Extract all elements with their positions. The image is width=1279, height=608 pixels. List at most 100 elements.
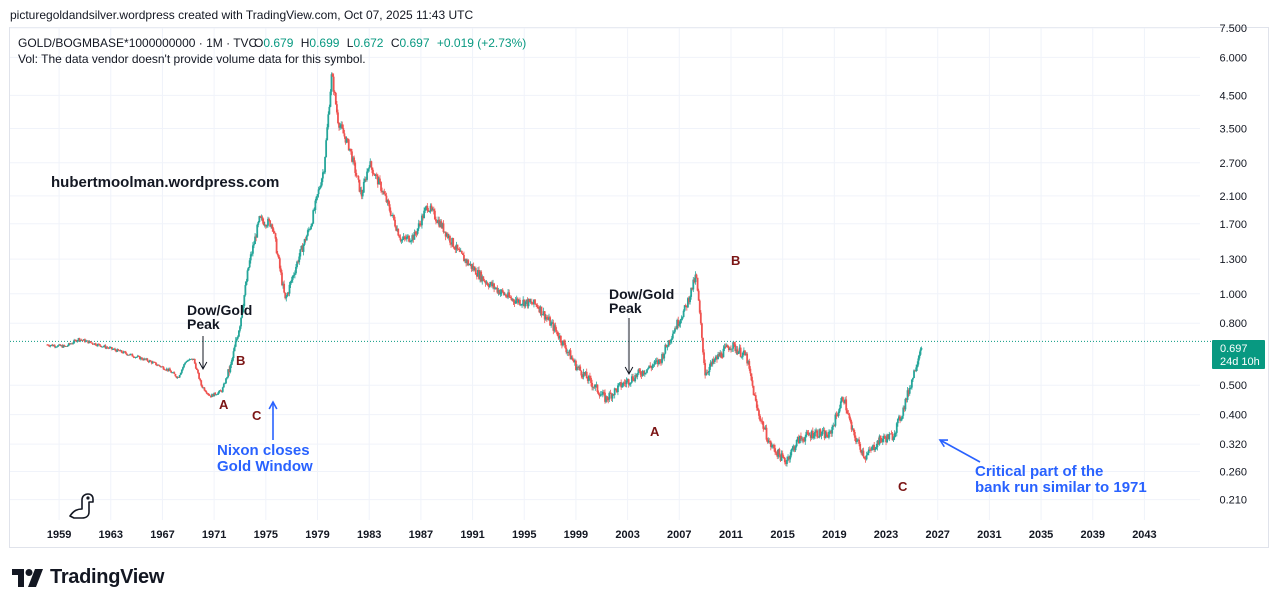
candle-body (261, 217, 264, 222)
candle-body (856, 440, 858, 442)
candle-body (484, 281, 487, 284)
candle-body (156, 365, 158, 366)
candle-body (891, 433, 894, 441)
candle-body (498, 289, 501, 295)
candle-body (651, 365, 654, 369)
candle-body (310, 226, 312, 230)
candle-body (607, 399, 610, 401)
candle-body (810, 430, 813, 438)
svg-text:Dow/Gold: Dow/Gold (609, 286, 674, 302)
candle-body (281, 272, 283, 286)
candle-body (547, 318, 549, 320)
candle-body (90, 342, 93, 344)
candle-body (550, 322, 553, 326)
time-axis[interactable]: 1959 1963 1967 1971 1975 1979 1983 1987 1991 1995… (47, 529, 1157, 541)
candle-body (749, 368, 752, 374)
candle-body (423, 210, 426, 219)
candle-body (717, 354, 719, 360)
candle-series[interactable] (46, 72, 923, 467)
candle-body (252, 245, 254, 254)
candle-body (636, 373, 639, 377)
price-axis[interactable]: 7.500 6.000 4.500 3.500 2.700 2.100 1.700 1.300… (1219, 23, 1247, 507)
candle-body (554, 325, 557, 330)
candle-body (166, 368, 169, 371)
svg-text:Peak: Peak (609, 300, 642, 316)
candle-body (235, 338, 238, 341)
candle-body (797, 436, 800, 444)
last-price-tag: 0.697 24d 10h (1212, 340, 1265, 369)
candle-body (208, 395, 211, 397)
candle-body (177, 377, 180, 378)
candle-body (760, 420, 763, 422)
candle-body (601, 392, 604, 395)
candle-body (126, 353, 128, 356)
candle-body (352, 157, 354, 162)
candle-body (394, 219, 396, 227)
candle-body (76, 340, 79, 342)
candle-body (890, 433, 893, 435)
candle-body (210, 396, 212, 398)
candle-body (637, 369, 640, 374)
candle-body (149, 360, 152, 362)
candle-body (820, 434, 823, 436)
candle-body (46, 344, 49, 346)
x-tick-label: 1983 (357, 529, 381, 541)
x-tick-label: 1959 (47, 529, 71, 541)
candle-body (217, 392, 220, 395)
candle-body (248, 260, 251, 268)
candle-body (436, 221, 438, 223)
candle-body (523, 299, 526, 307)
candle-body (626, 379, 629, 381)
candle-body (493, 283, 495, 289)
candle-body (701, 323, 703, 338)
candle-body (872, 444, 875, 447)
x-tick-label: 1991 (460, 529, 484, 541)
candle-body (362, 181, 365, 193)
candle-body (918, 354, 921, 359)
candle-body (783, 457, 786, 463)
candle-body (164, 369, 167, 371)
candle-body (112, 349, 114, 350)
candle-body (861, 450, 864, 454)
candle-body (775, 452, 778, 454)
candle-body (366, 171, 368, 180)
candle-body (60, 345, 63, 347)
candle-body (622, 382, 625, 386)
y-tick-label: 1.700 (1219, 219, 1247, 231)
candle-body (655, 360, 658, 362)
candle-body (134, 357, 137, 358)
candle-body (713, 359, 716, 362)
candle-body (453, 246, 456, 249)
candle-body (590, 377, 592, 383)
candle-body (230, 361, 233, 366)
candle-body (457, 249, 460, 250)
candle-body (280, 268, 282, 273)
candle-body (893, 433, 896, 438)
candle-body (471, 265, 474, 269)
candle-body (137, 356, 140, 357)
candle-body (773, 444, 775, 449)
candle-body (645, 372, 647, 374)
candle-body (343, 133, 346, 137)
candle-body (693, 279, 696, 283)
candle-body (627, 379, 630, 385)
candle-body (793, 446, 796, 451)
candle-body (755, 400, 758, 408)
candle-body (552, 322, 555, 331)
candle-body (468, 264, 471, 266)
candle-body (162, 366, 165, 370)
candle-body (148, 360, 151, 363)
candle-body (535, 304, 537, 305)
candle-body (95, 345, 98, 347)
x-tick-label: 2039 (1081, 529, 1105, 541)
candle-body (639, 371, 642, 375)
tradingview-logo[interactable]: TradingView (12, 566, 164, 589)
candle-body (416, 228, 419, 234)
candle-body (262, 221, 265, 225)
candle-body (309, 229, 311, 230)
tradingview-logo-text: TradingView (50, 566, 165, 588)
candle-body (886, 434, 889, 443)
candle-body (431, 209, 434, 211)
candle-body (93, 343, 96, 345)
